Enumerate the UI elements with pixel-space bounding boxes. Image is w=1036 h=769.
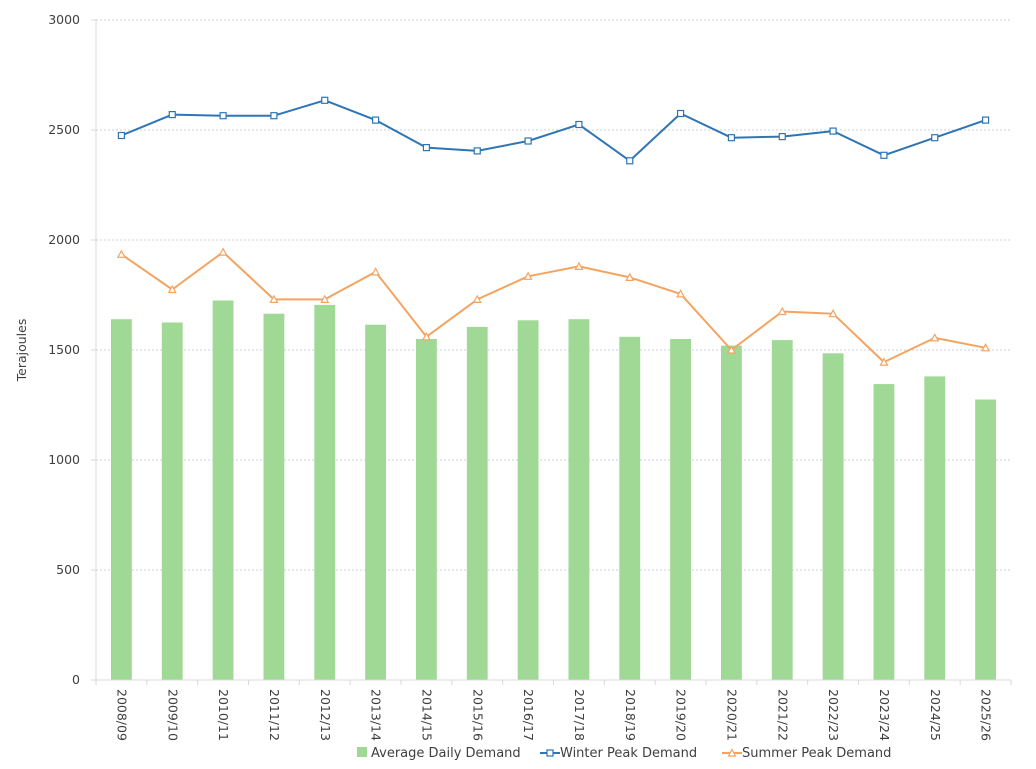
winter-point [829, 127, 837, 135]
bar [161, 322, 183, 680]
winter-point [778, 133, 786, 141]
x-tick-label: 2008/09 [114, 689, 129, 741]
winter-point [117, 131, 126, 140]
summer-point [625, 272, 635, 281]
bar [263, 313, 285, 680]
winter-point [626, 157, 634, 165]
bar-series [110, 300, 997, 680]
bar [568, 319, 590, 680]
bar [873, 384, 895, 680]
winter-point [422, 144, 431, 152]
summer-point [879, 357, 889, 366]
series-line [120, 251, 986, 364]
y-tick-label: 1500 [48, 342, 80, 357]
bar [365, 324, 387, 680]
y-tick-label: 3000 [48, 12, 80, 27]
summer-point [167, 284, 177, 294]
bar [670, 339, 692, 680]
summer-point [116, 249, 126, 258]
summer-point [777, 306, 787, 316]
bar [415, 339, 437, 680]
legend: Average Daily Demand Winter Peak Demand Su… [357, 746, 891, 761]
summer-point [523, 271, 533, 280]
x-tick-label: 2010/11 [216, 689, 231, 741]
y-tick-label: 0 [72, 672, 80, 687]
winter-point [219, 112, 227, 120]
summer-point [371, 267, 381, 276]
bar [619, 336, 641, 680]
x-tick-label: 2012/13 [318, 689, 333, 741]
x-tick-label: 2023/24 [877, 689, 892, 741]
bar [975, 399, 997, 680]
x-tick-label: 2022/23 [826, 689, 841, 741]
legend-marker-square [546, 749, 554, 757]
winter-point [473, 147, 481, 155]
x-tick-label: 2015/16 [470, 689, 485, 741]
summer-point [981, 343, 991, 352]
legend-label: Winter Peak Demand [560, 746, 697, 761]
x-tick-label: 2017/18 [572, 689, 587, 741]
summer-point [828, 308, 838, 318]
x-tick-label: 2013/14 [369, 689, 384, 741]
x-tick-label: 2011/12 [267, 689, 282, 741]
winter-point [371, 116, 380, 124]
summer-point [269, 294, 279, 303]
y-tick-label: 2000 [48, 232, 80, 247]
series-line [121, 99, 986, 162]
bar [822, 353, 844, 680]
bar [771, 340, 793, 680]
winter-point [168, 110, 176, 119]
x-tick-label: 2021/22 [775, 689, 790, 741]
summer-point [930, 333, 940, 342]
line-series [116, 96, 991, 366]
summer-point [726, 345, 736, 354]
bar [110, 319, 132, 680]
bar [314, 304, 336, 680]
bar [212, 300, 234, 680]
summer-point [676, 289, 686, 298]
axes [91, 19, 1012, 685]
x-tick-label: 2009/10 [165, 689, 180, 741]
summer-point [472, 294, 482, 303]
winter-point [931, 134, 939, 142]
y-axis-title: Terajoules [14, 319, 29, 383]
legend-label: Average Daily Demand [371, 746, 521, 761]
x-tick-label: 2014/15 [419, 689, 434, 741]
legend-marker-triangle [727, 748, 737, 757]
y-tick-label: 1000 [48, 452, 80, 467]
winter-point [321, 96, 329, 104]
summer-point [320, 294, 330, 303]
y-axis-ticks: 0 500 1000 1500 2000 2500 3000 [48, 12, 80, 687]
summer-point [574, 261, 584, 270]
x-tick-label: 2019/20 [674, 689, 689, 741]
winter-point [270, 112, 278, 120]
bar [924, 376, 946, 680]
bar [466, 326, 488, 680]
winter-point [676, 109, 685, 118]
summer-point [421, 332, 431, 341]
y-tick-label: 500 [56, 562, 80, 577]
bar [720, 345, 742, 680]
x-tick-label: 2024/25 [928, 689, 943, 741]
x-tick-label: 2016/17 [521, 689, 536, 741]
legend-swatch-bar [357, 747, 367, 757]
winter-point [981, 116, 990, 124]
legend-label: Summer Peak Demand [742, 746, 891, 761]
summer-point [218, 247, 228, 256]
winter-point [575, 120, 583, 129]
winter-point [727, 134, 736, 142]
bar [517, 320, 539, 680]
x-axis-ticks: 2008/09 2009/10 2010/11 2011/12 2012/13 2013/… [114, 689, 993, 741]
x-tick-label: 2018/19 [623, 689, 638, 741]
winter-point [524, 137, 532, 145]
y-tick-label: 2500 [48, 122, 80, 137]
x-tick-label: 2025/26 [979, 689, 994, 741]
x-tick-label: 2020/21 [724, 689, 739, 741]
winter-point [880, 151, 888, 159]
gridlines [96, 19, 1011, 571]
